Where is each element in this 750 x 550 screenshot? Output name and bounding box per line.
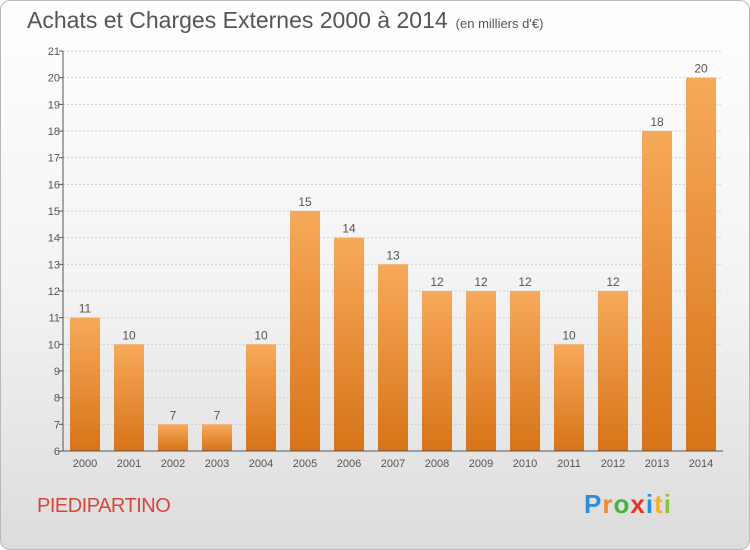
bar — [642, 131, 672, 451]
x-tick-labels: 2000 2001 2002 2003 2004 2005 2006 2007 2008 2009… — [73, 458, 713, 470]
x-tick-label: 2008 — [425, 458, 449, 470]
proxiti-logo[interactable]: Proxiti — [584, 489, 672, 520]
x-tick-label: 2013 — [645, 458, 669, 470]
y-tick-label: 16 — [48, 179, 60, 191]
data-labels: 11 10 7 7 10 15 14 13 12 12 12 10 12 18 20 — [79, 62, 708, 423]
bar — [510, 291, 540, 451]
bar — [686, 77, 716, 452]
y-tick-label: 20 — [48, 73, 60, 85]
bar — [466, 291, 496, 451]
y-tick-labels: 6 7 8 9 10 11 12 13 14 15 16 17 18 19 20 21 — [48, 46, 60, 458]
data-label: 13 — [386, 248, 400, 262]
logo-letter: x — [630, 489, 646, 519]
bars — [70, 77, 716, 452]
y-tick-label: 21 — [48, 46, 60, 58]
data-label: 12 — [474, 275, 488, 289]
x-tick-label: 2003 — [205, 458, 229, 470]
y-tick-label: 6 — [54, 446, 60, 458]
chart-title: Achats et Charges Externes 2000 à 2014 (e… — [27, 7, 543, 34]
data-label: 7 — [214, 408, 221, 422]
data-label: 20 — [694, 62, 708, 76]
x-tick-label: 2009 — [469, 458, 493, 470]
y-tick-label: 15 — [48, 206, 60, 218]
data-label: 12 — [518, 275, 532, 289]
bar — [598, 291, 628, 451]
x-tick-label: 2002 — [161, 458, 185, 470]
x-tick-label: 2010 — [513, 458, 537, 470]
axes — [62, 51, 723, 452]
data-label: 14 — [342, 222, 356, 236]
x-tick-label: 2006 — [337, 458, 361, 470]
x-tick-label: 2000 — [73, 458, 97, 470]
y-tick-label: 13 — [48, 259, 60, 271]
bar — [114, 344, 144, 451]
data-label: 7 — [170, 408, 177, 422]
bar — [290, 211, 320, 451]
logo-letter: i — [663, 489, 672, 519]
y-tick-label: 9 — [54, 366, 60, 378]
data-label: 12 — [606, 275, 620, 289]
data-label: 18 — [650, 115, 664, 129]
x-tick-label: 2001 — [117, 458, 141, 470]
logo-letter: P — [584, 489, 603, 519]
bar — [378, 264, 408, 451]
logo-letter: r — [602, 489, 614, 519]
data-label: 12 — [430, 275, 444, 289]
bar — [202, 424, 232, 451]
bar — [554, 344, 584, 451]
logo-letter: i — [645, 489, 655, 519]
y-tick-label: 14 — [48, 233, 60, 245]
y-tick-label: 10 — [48, 339, 60, 351]
y-tick-label: 19 — [48, 99, 60, 111]
y-tick-label: 7 — [54, 419, 60, 431]
logo-letter: t — [654, 489, 664, 519]
y-tick-label: 8 — [54, 393, 60, 405]
bar — [334, 237, 364, 451]
x-tick-label: 2014 — [689, 458, 713, 470]
data-label: 10 — [122, 328, 136, 342]
title-text: Achats et Charges Externes 2000 à 2014 — [27, 7, 448, 33]
y-tick-label: 18 — [48, 126, 60, 138]
title-unit: (en milliers d'€) — [455, 16, 544, 31]
bar — [70, 317, 100, 451]
y-tick-label: 12 — [48, 286, 60, 298]
data-label: 10 — [562, 328, 576, 342]
x-tick-label: 2012 — [601, 458, 625, 470]
x-tick-label: 2005 — [293, 458, 317, 470]
x-tick-label: 2004 — [249, 458, 273, 470]
bar — [422, 291, 452, 451]
town-name: PIEDIPARTINO — [37, 495, 171, 517]
data-label: 15 — [298, 195, 312, 209]
x-tick-label: 2007 — [381, 458, 405, 470]
logo-letter: o — [613, 489, 631, 519]
x-tick-label: 2011 — [557, 458, 581, 470]
bar — [158, 424, 188, 451]
data-label: 10 — [254, 328, 268, 342]
bar — [246, 344, 276, 451]
y-tick-label: 17 — [48, 153, 60, 165]
y-tick-label: 11 — [49, 313, 60, 325]
data-label: 11 — [79, 302, 92, 316]
